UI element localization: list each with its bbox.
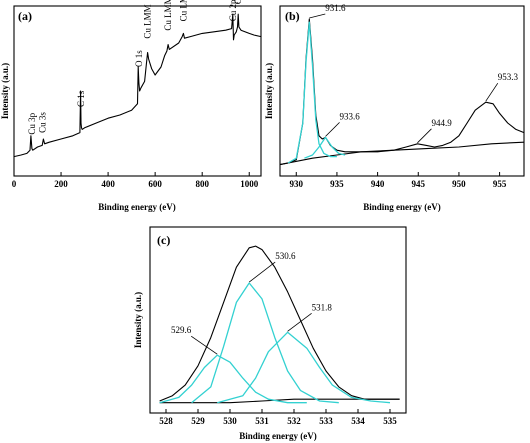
panel-a-ticks: 0 200 400 600 800 1000 [12,172,259,189]
panel-b-peak-label: 953.3 [498,72,519,82]
panel-c-peak-label: 530.6 [275,251,296,261]
panel-c-peak-label: 529.6 [171,325,192,335]
panel-b-series-line [287,21,337,164]
panel-c-ticks: 528 529 530 531 532 533 534 535 [159,409,397,426]
panel-b-peak-leader [309,13,326,19]
panel-a-peak-label: C 1s [76,90,86,107]
panel-b-series [279,18,525,166]
panel-b-xtick-label: 940 [371,179,385,189]
panel-b-xtick-label: 955 [493,179,507,189]
panel-b-peak-leader [417,128,432,144]
panel-c-xtick-label: 531 [255,416,269,426]
panel-a-xtick-label: 0 [12,179,17,189]
panel-a-peak-label: Cu 3s [38,112,48,133]
panel-b-peak-label: 944.9 [431,118,452,128]
panel-a-peak-label: Cu LMM [143,4,153,38]
panel-c-xtick-label: 533 [319,416,333,426]
panel-a-xtick-label: 600 [148,179,162,189]
panel-b-ylabel: Intensity (a.u.) [264,63,274,119]
panel-c-peak-leader [248,261,276,283]
panel-b-series-line [279,141,525,166]
panel-a-peak-label: O 1s [134,50,144,67]
panel-b-peak-leader [485,82,499,102]
panel-b-xtick-label: 935 [330,179,344,189]
panel-a-peak-label: Cu 3p [27,112,37,134]
panel-c-annotations: 529.6 530.6 531.8 [171,251,333,355]
panel-a-xtick-label: 400 [101,179,115,189]
panel-c: (c) Binding energy (eV) Intensity (a.u.)… [133,226,407,441]
panel-a-peak-label: Cu 2p [228,0,238,21]
panel-b-annotations: 931.6 933.6 944.9 953.3 [309,3,519,144]
panel-a-ylabel: Intensity (a.u.) [0,63,10,119]
panel-a-series-line [13,13,262,158]
panel-a-peak-label: Cu 2p [233,0,243,4]
panel-a-peak-label: Cu LMM [178,0,188,21]
panel-c-xtick-label: 535 [383,416,397,426]
panel-c-series-line [191,282,339,404]
panel-a-peak-label: Cu LMM [163,0,173,31]
panel-c-xtick-label: 530 [223,416,237,426]
panel-b-label: (b) [285,9,300,23]
panel-c-series-line [159,354,307,404]
panel-c-series-line [159,398,400,404]
panel-b-frame [279,5,525,177]
panel-b-peak-label: 931.6 [325,3,346,13]
panel-c-series [159,245,400,404]
panel-c-series-line [217,331,391,404]
panel-c-ylabel: Intensity (a.u.) [133,292,143,348]
panel-a-series [13,13,262,158]
panel-c-peak-leader [190,335,218,355]
panel-a-frame [13,5,262,177]
panel-b-xlabel: Binding energy (eV) [363,202,441,212]
panel-c-xtick-label: 532 [287,416,301,426]
panel-c-peak-leader [287,313,312,332]
panel-b-xtick-label: 930 [290,179,304,189]
panel-c-peak-label: 531.8 [312,302,333,312]
panel-b: (b) Binding energy (eV) Intensity (a.u.)… [264,3,525,212]
panel-c-xtick-label: 534 [351,416,365,426]
panel-b-series-line [304,136,346,159]
panel-a-xlabel: Binding energy (eV) [98,202,176,212]
panel-b-xtick-label: 950 [452,179,466,189]
panel-a-label: (a) [18,9,32,23]
panel-c-series-line [159,245,400,402]
panel-a-xtick-label: 800 [195,179,209,189]
panel-c-xtick-label: 528 [159,416,173,426]
panel-c-label: (c) [157,233,170,247]
panel-b-peak-leader [325,122,340,137]
panel-b-xtick-label: 945 [412,179,426,189]
panel-c-xtick-label: 529 [191,416,205,426]
panel-c-xlabel: Binding energy (eV) [239,431,317,441]
panel-a-xtick-label: 200 [54,179,68,189]
panel-b-ticks: 930 935 940 945 950 955 [290,172,507,189]
panel-a: (a) Binding energy (eV) Intensity (a.u.)… [0,0,262,212]
panel-a-xtick-label: 1000 [240,179,259,189]
panel-c-frame [149,226,407,414]
panel-b-peak-label: 933.6 [340,111,361,121]
panel-a-annotations: Cu 3p Cu 3s C 1s O 1s Cu LMM Cu LMM Cu LMM Cu 2… [27,0,243,135]
